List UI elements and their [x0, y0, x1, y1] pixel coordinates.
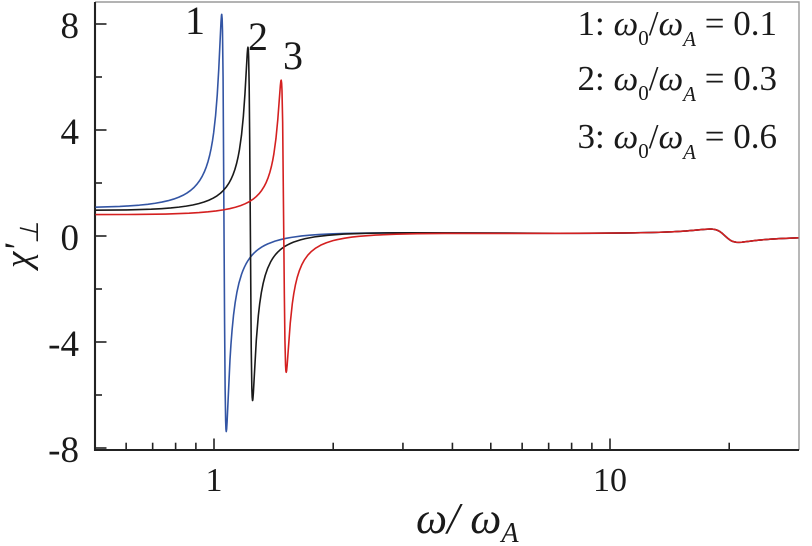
- svg-text:10: 10: [593, 462, 627, 499]
- svg-text:1: 1: [206, 462, 223, 499]
- svg-text:0: 0: [61, 218, 80, 259]
- svg-text:4: 4: [61, 112, 80, 153]
- svg-text:-4: -4: [48, 324, 79, 365]
- svg-text:-8: -8: [48, 430, 79, 471]
- svg-text:8: 8: [61, 6, 80, 47]
